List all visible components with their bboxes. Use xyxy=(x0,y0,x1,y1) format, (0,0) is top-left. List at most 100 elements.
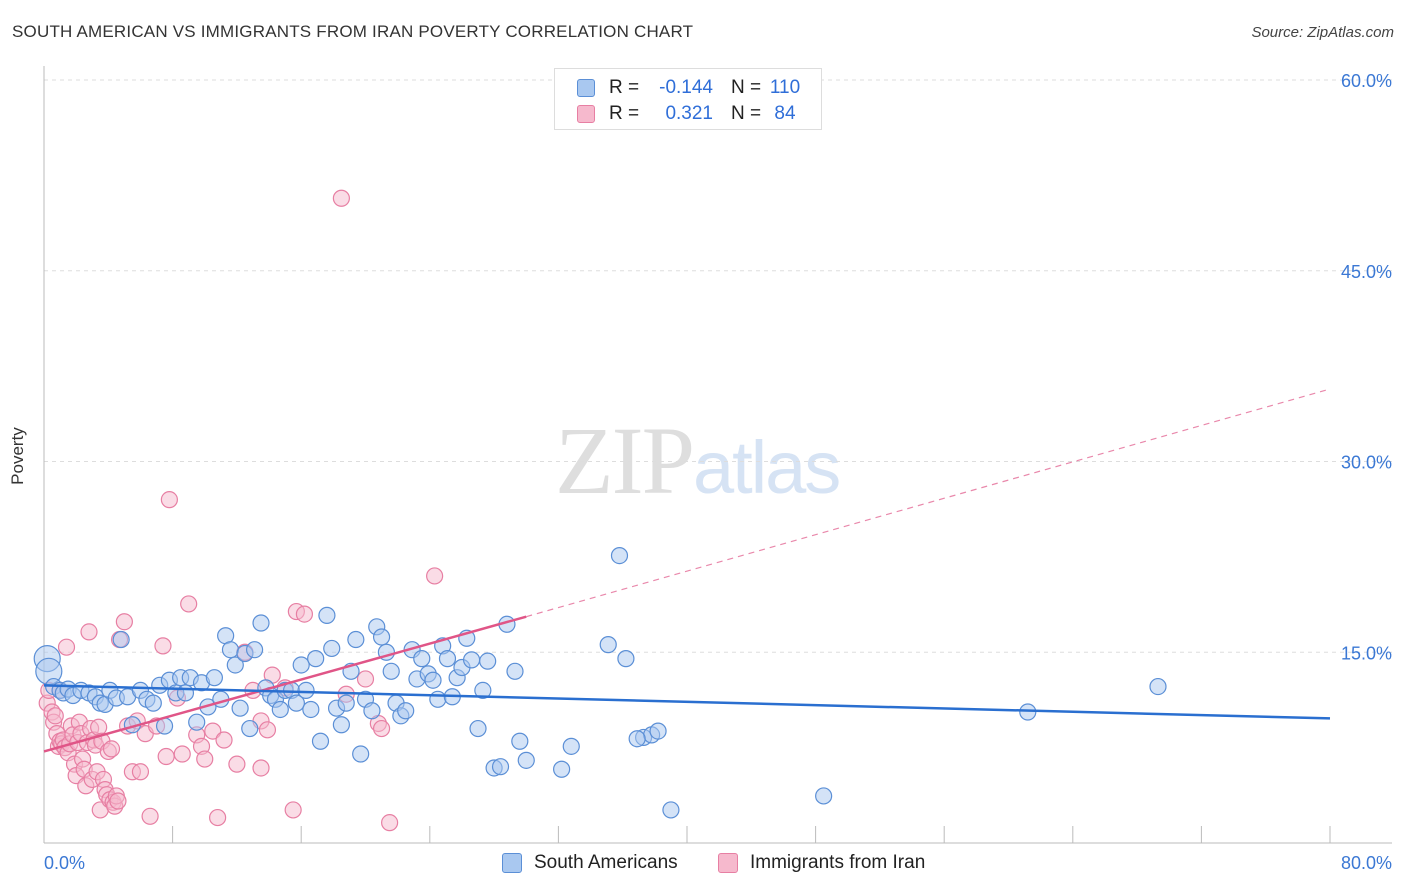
south-american-point xyxy=(469,719,487,738)
south-american-point xyxy=(662,801,680,819)
south-american-point xyxy=(815,787,833,805)
iran-point xyxy=(46,707,64,725)
iran-point xyxy=(57,638,76,656)
blue-swatch xyxy=(502,853,522,873)
stats-legend-row-south-americans: R = -0.144 N = 110 xyxy=(577,76,805,100)
south-american-point xyxy=(649,722,667,740)
iran-point xyxy=(157,747,175,766)
iran-point xyxy=(284,801,302,819)
south-american-point xyxy=(307,650,325,668)
watermark-zip: ZIP xyxy=(555,407,695,514)
iran-point xyxy=(131,763,150,781)
iran-point xyxy=(258,721,277,739)
south-american-point xyxy=(429,690,447,708)
n-value: 84 xyxy=(774,103,796,124)
south-american-point xyxy=(438,650,457,668)
south-american-point xyxy=(221,641,240,659)
chart-title: SOUTH AMERICAN VS IMMIGRANTS FROM IRAN P… xyxy=(12,22,694,41)
iran-point xyxy=(426,567,444,585)
y-tick-label: 45.0% xyxy=(1341,262,1392,282)
south-american-point xyxy=(1149,677,1167,696)
series-legend: South Americans Immigrants from Iran xyxy=(0,850,1406,878)
iran-point xyxy=(209,808,227,827)
pink-swatch xyxy=(718,853,738,873)
south-american-point xyxy=(144,694,162,712)
south-american-trend-line xyxy=(43,684,1331,720)
iran-trend-line xyxy=(43,615,527,753)
south-american-point xyxy=(252,614,270,632)
south-american-point xyxy=(332,716,350,734)
iran-point xyxy=(196,750,214,768)
south-american-point xyxy=(517,751,535,769)
south-american-point xyxy=(562,737,580,755)
south-american-point xyxy=(176,684,195,702)
legend-item-south-americans: South Americans xyxy=(502,852,678,874)
watermark-atlas: atlas xyxy=(693,426,841,509)
stats-legend-row-iran: R = 0.321 N = 84 xyxy=(577,102,805,126)
south-american-point xyxy=(302,700,320,719)
r-value: -0.144 xyxy=(659,77,713,98)
south-american-point xyxy=(245,641,264,659)
r-label: R = xyxy=(609,103,640,124)
south-american-point xyxy=(311,732,330,750)
y-tick-label: 15.0% xyxy=(1341,643,1392,663)
south-american-point xyxy=(424,671,442,689)
south-american-point xyxy=(462,651,481,669)
south-american-point xyxy=(231,699,249,717)
iran-point xyxy=(80,623,98,641)
south-american-point xyxy=(297,681,315,700)
south-american-point xyxy=(617,650,635,668)
south-american-point xyxy=(347,630,365,649)
south-american-point xyxy=(241,719,259,738)
south-american-point xyxy=(226,656,244,674)
iran-point xyxy=(102,740,121,758)
iran-point xyxy=(115,613,133,631)
iran-point xyxy=(173,745,191,763)
legend-label: South Americans xyxy=(534,852,678,873)
south-american-point xyxy=(188,713,206,731)
south-american-point xyxy=(506,662,524,680)
south-american-point xyxy=(352,745,370,763)
iran-point xyxy=(141,807,159,825)
y-tick-label: 60.0% xyxy=(1341,71,1392,91)
iran-point xyxy=(332,189,350,207)
iran-point xyxy=(252,759,270,777)
south-american-point xyxy=(474,681,492,700)
south-american-point xyxy=(337,694,355,712)
south-american-point xyxy=(363,702,381,720)
blue-swatch xyxy=(577,79,595,97)
r-value: 0.321 xyxy=(665,103,713,124)
south-american-point xyxy=(271,700,289,719)
south-american-point xyxy=(628,730,646,748)
iran-point xyxy=(295,605,314,623)
south-american-point xyxy=(599,636,617,654)
iran-point xyxy=(160,491,178,509)
south-american-point xyxy=(323,639,341,658)
iran-trend-extension xyxy=(526,388,1331,618)
stats-legend: R = -0.144 N = 110 R = 0.321 N = 84 xyxy=(554,68,822,130)
south-american-point xyxy=(511,732,529,750)
legend-item-iran: Immigrants from Iran xyxy=(718,852,925,874)
iran-point xyxy=(372,719,391,738)
south-american-point xyxy=(553,760,571,778)
iran-point xyxy=(109,792,127,810)
south-american-point xyxy=(610,547,629,565)
iran-point xyxy=(356,670,375,688)
iran-point xyxy=(90,718,108,736)
south-american-point xyxy=(318,606,336,624)
south-american-point xyxy=(372,628,391,646)
iran-point xyxy=(180,595,198,613)
watermark: ZIPatlas xyxy=(555,405,841,516)
pink-swatch xyxy=(577,105,595,123)
iran-point xyxy=(204,722,222,740)
south-american-point xyxy=(292,656,310,674)
south-american-point xyxy=(491,758,510,776)
south-american-point xyxy=(397,702,415,720)
south-american-point xyxy=(1019,703,1037,721)
south-american-point xyxy=(413,650,431,668)
iran-point xyxy=(228,755,246,773)
n-value: 110 xyxy=(769,77,801,98)
x-tick-label: 0.0% xyxy=(44,853,85,873)
legend-label: Immigrants from Iran xyxy=(750,852,926,873)
